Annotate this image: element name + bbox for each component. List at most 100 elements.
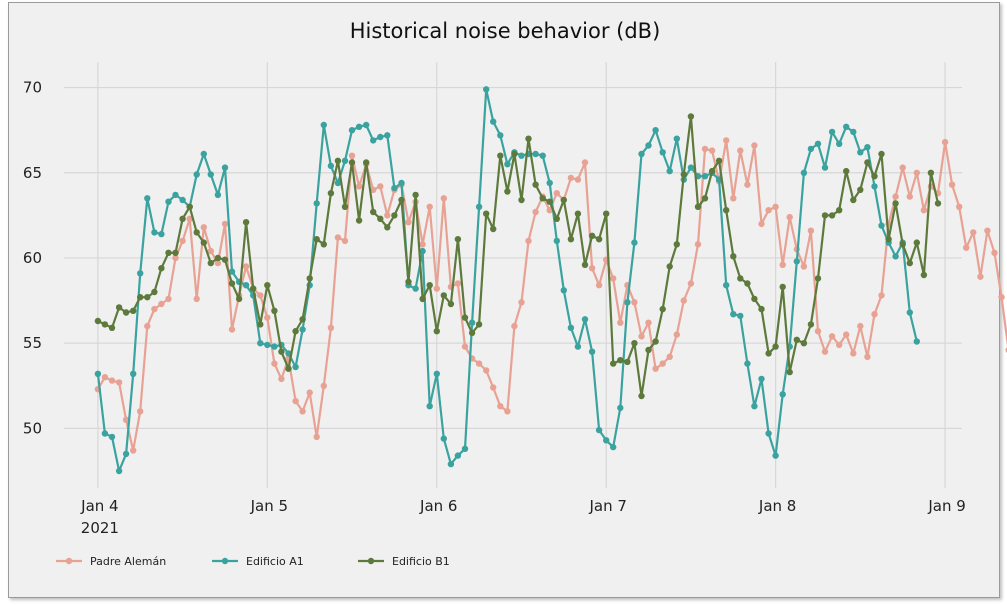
data-point (723, 137, 730, 144)
data-point (242, 263, 250, 270)
data-point (518, 152, 525, 159)
data-point (257, 292, 264, 299)
data-point (391, 184, 398, 192)
data-point (511, 322, 518, 330)
y-axis-ticks: 50 55 60 65 70 (23, 79, 42, 438)
data-point (581, 316, 589, 323)
data-point (447, 300, 455, 308)
data-point (553, 215, 560, 222)
data-point (595, 236, 603, 243)
data-point (991, 249, 998, 256)
x-tick-label: Jan 7 (588, 497, 626, 515)
data-point (228, 326, 236, 333)
data-point (680, 171, 687, 178)
data-point (687, 113, 695, 120)
y-tick-label: 50 (23, 419, 42, 437)
data-point (475, 360, 483, 367)
data-point (320, 121, 327, 129)
data-point (610, 275, 617, 282)
data-point (419, 247, 426, 255)
data-point (708, 167, 716, 175)
data-point (730, 195, 737, 202)
data-point (532, 208, 539, 216)
data-point (744, 181, 751, 188)
data-point (793, 258, 800, 265)
data-point (355, 183, 363, 190)
data-point (377, 215, 384, 222)
data-point (341, 203, 349, 210)
chart-frame (8, 2, 1000, 598)
data-point (772, 203, 779, 210)
data-point (271, 360, 278, 367)
data-point (652, 127, 659, 134)
data-point (341, 237, 349, 245)
data-point (744, 360, 751, 367)
data-point (673, 241, 680, 248)
data-point (737, 312, 744, 320)
legend-item: Padre Alemán (56, 555, 166, 568)
data-point (624, 299, 631, 306)
data-point (525, 237, 532, 245)
data-point (843, 167, 850, 175)
data-point (652, 365, 659, 372)
y-tick-label: 70 (23, 79, 42, 97)
data-point (758, 305, 765, 313)
data-point (454, 452, 462, 459)
data-point (186, 203, 193, 210)
data-point (659, 149, 666, 156)
data-point (857, 186, 864, 193)
data-point (454, 280, 462, 287)
data-point (207, 259, 214, 267)
data-point (913, 169, 920, 176)
x-tick-label: Jan 4 (80, 497, 118, 515)
data-point (433, 370, 440, 377)
data-point (807, 227, 815, 234)
data-point (200, 150, 207, 158)
data-point (370, 186, 377, 193)
data-point (115, 304, 123, 311)
data-point (242, 219, 250, 226)
data-point (906, 309, 913, 316)
data-point (857, 149, 864, 156)
data-point (158, 230, 165, 238)
data-point (235, 295, 243, 303)
data-point (701, 195, 709, 202)
series-layer (94, 86, 1007, 475)
data-point (850, 350, 857, 357)
data-point (108, 433, 116, 441)
data-point (984, 227, 991, 234)
data-point (977, 273, 984, 280)
data-point (843, 331, 850, 338)
data-point (264, 282, 271, 289)
data-point (242, 282, 250, 289)
data-point (454, 236, 462, 243)
data-point (864, 159, 871, 166)
data-point (327, 162, 335, 170)
data-point (348, 159, 356, 166)
data-point (398, 179, 405, 187)
data-point (278, 375, 285, 383)
data-point (814, 140, 822, 147)
data-point (299, 408, 306, 415)
data-point (701, 173, 709, 180)
data-point (504, 408, 511, 415)
x-tick-label: Jan 8 (758, 497, 796, 515)
data-point (193, 171, 200, 178)
data-point (447, 460, 455, 468)
data-point (426, 282, 433, 289)
data-point (101, 430, 109, 437)
data-point (836, 341, 843, 349)
data-point (320, 382, 327, 389)
data-point (567, 174, 575, 182)
data-point (941, 138, 949, 146)
data-point (355, 217, 363, 224)
data-point (384, 224, 391, 231)
data-point (624, 358, 631, 366)
data-point (765, 430, 772, 437)
data-point (567, 236, 575, 243)
data-point (405, 219, 412, 226)
y-tick-label: 60 (23, 249, 42, 267)
data-point (645, 142, 652, 149)
data-point (934, 200, 942, 207)
data-point (221, 256, 229, 263)
